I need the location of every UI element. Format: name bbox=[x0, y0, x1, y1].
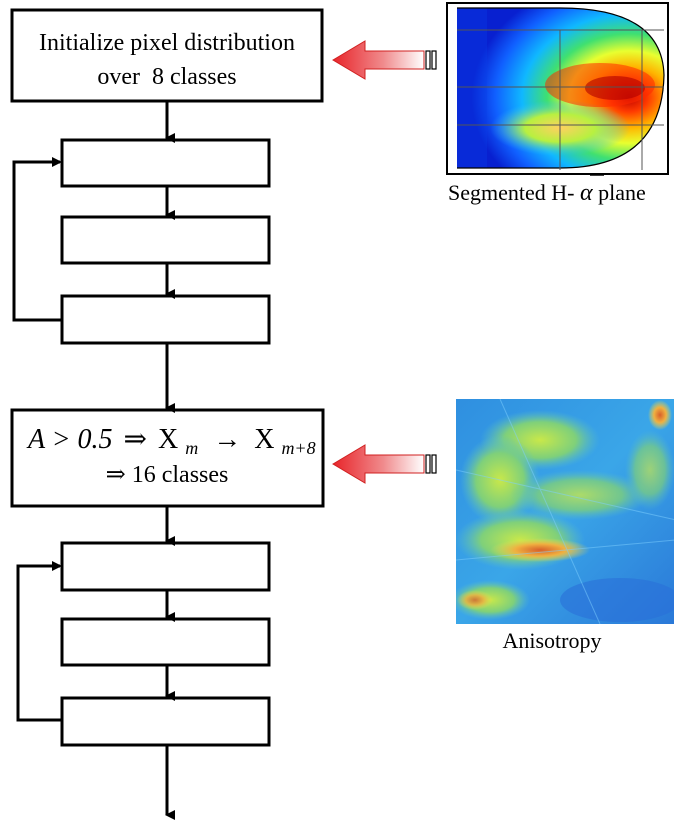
loop1-step3-box bbox=[60, 294, 271, 345]
h-alpha-plane-image bbox=[446, 2, 669, 175]
anisotropy-input-arrow bbox=[332, 444, 437, 484]
h-alpha-input-arrow bbox=[332, 40, 437, 80]
anisotropy-formula: A > 0.5 ⇒ X m → X m+8 bbox=[26, 424, 316, 461]
formula-arrow: → bbox=[213, 424, 241, 455]
formula-x2: X bbox=[254, 424, 274, 455]
h-alpha-caption-prefix: Segmented H- bbox=[448, 180, 574, 205]
anisotropy-box bbox=[10, 408, 325, 508]
loop2-feedback-arrow bbox=[16, 561, 62, 722]
h-alpha-caption: Segmented H- α plane bbox=[448, 180, 646, 206]
formula-x: X bbox=[158, 424, 178, 455]
loop1-step2-box bbox=[60, 215, 271, 265]
anisotropy-box-line2: ⇒ 16 classes bbox=[106, 462, 229, 488]
h-alpha-caption-symbol: α bbox=[580, 180, 593, 206]
formula-implies: ⇒ bbox=[124, 424, 147, 455]
loop1-feedback-arrow bbox=[12, 157, 62, 322]
anisotropy-caption: Anisotropy bbox=[503, 628, 602, 653]
anisotropy-image bbox=[456, 399, 674, 624]
loop2-step2-box bbox=[60, 617, 271, 667]
loop2-step1-box bbox=[60, 541, 271, 592]
h-alpha-caption-suffix: plane bbox=[598, 180, 646, 205]
init-box bbox=[10, 8, 324, 103]
init-box-line2: over 8 classes bbox=[97, 64, 236, 90]
loop1-step1-box bbox=[60, 138, 271, 188]
formula-lhs: A > 0.5 bbox=[26, 424, 113, 455]
formula-sub-m8: m+8 bbox=[281, 438, 315, 458]
formula-sub-m: m bbox=[185, 438, 198, 458]
loop2-step3-box bbox=[60, 696, 271, 747]
init-box-line1: Initialize pixel distribution bbox=[39, 30, 295, 56]
flow-arrows bbox=[12, 101, 175, 820]
